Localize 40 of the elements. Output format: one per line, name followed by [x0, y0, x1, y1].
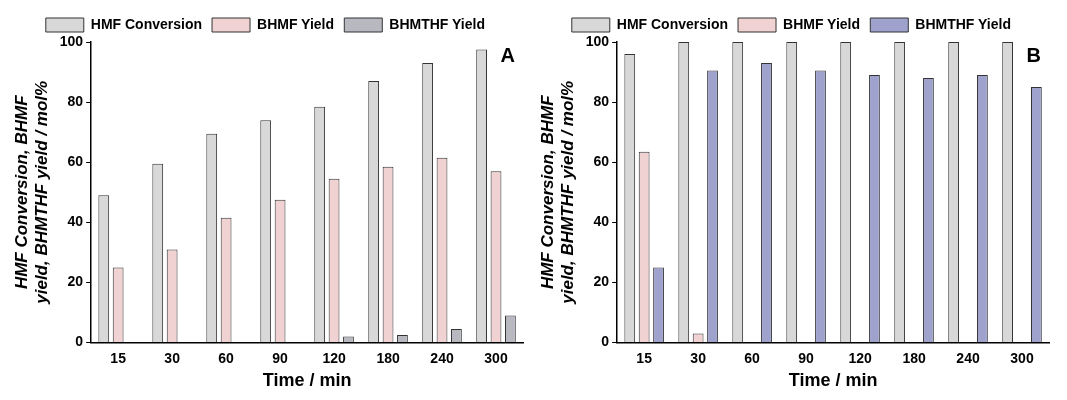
x-tick-label: 15 — [636, 349, 653, 366]
y-tick-label: 20 — [67, 273, 84, 290]
x-tick-label: 60 — [218, 349, 235, 366]
x-tick-label: 30 — [690, 349, 707, 366]
y-tick-label: 40 — [67, 213, 84, 230]
legend-label: BHMTHF Yield — [915, 15, 1011, 32]
x-tick-label: 15 — [110, 349, 127, 366]
y-tick-label: 100 — [59, 32, 84, 49]
y-tick-label: 40 — [593, 213, 610, 230]
y-tick-label: 20 — [593, 273, 610, 290]
x-tick-label: 90 — [272, 349, 289, 366]
x-tick-label: 120 — [848, 349, 872, 366]
legend-label: BHMF Yield — [257, 15, 335, 32]
x-tick-label: 90 — [798, 349, 815, 366]
y-tick-label: 80 — [593, 92, 610, 109]
y-tick-label: 60 — [67, 153, 84, 170]
y-tick-label: 80 — [67, 92, 84, 109]
x-tick-label: 30 — [164, 349, 181, 366]
annotation: A — [500, 43, 515, 66]
x-tick-label: 180 — [902, 349, 926, 366]
y-axis-title: HMF Conversion, BHMF yield, BHMTHF yield / mol% — [537, 80, 578, 305]
x-tick-label: 240 — [430, 349, 454, 366]
x-tick-label: 300 — [1010, 349, 1034, 366]
legend-label: HMF Conversion — [616, 15, 729, 32]
legend-label: BHMF Yield — [783, 15, 861, 32]
x-axis-title: Time / min — [262, 370, 352, 391]
y-tick-label: 100 — [585, 32, 610, 49]
x-tick-label: 300 — [484, 349, 508, 366]
x-tick-label: 180 — [376, 349, 400, 366]
annotation: B — [1026, 43, 1041, 66]
legend-label: HMF Conversion — [90, 15, 203, 32]
x-axis-title: Time / min — [788, 370, 878, 391]
y-tick-label: 0 — [601, 333, 610, 350]
x-tick-label: 60 — [744, 349, 761, 366]
x-tick-label: 240 — [956, 349, 980, 366]
legend-label: BHMTHF Yield — [389, 15, 485, 32]
y-axis-title: HMF Conversion, BHMF yield, BHMTHF yield / mol% — [11, 80, 52, 305]
y-tick-label: 60 — [593, 153, 610, 170]
y-tick-label: 0 — [75, 333, 84, 350]
x-tick-label: 120 — [322, 349, 346, 366]
